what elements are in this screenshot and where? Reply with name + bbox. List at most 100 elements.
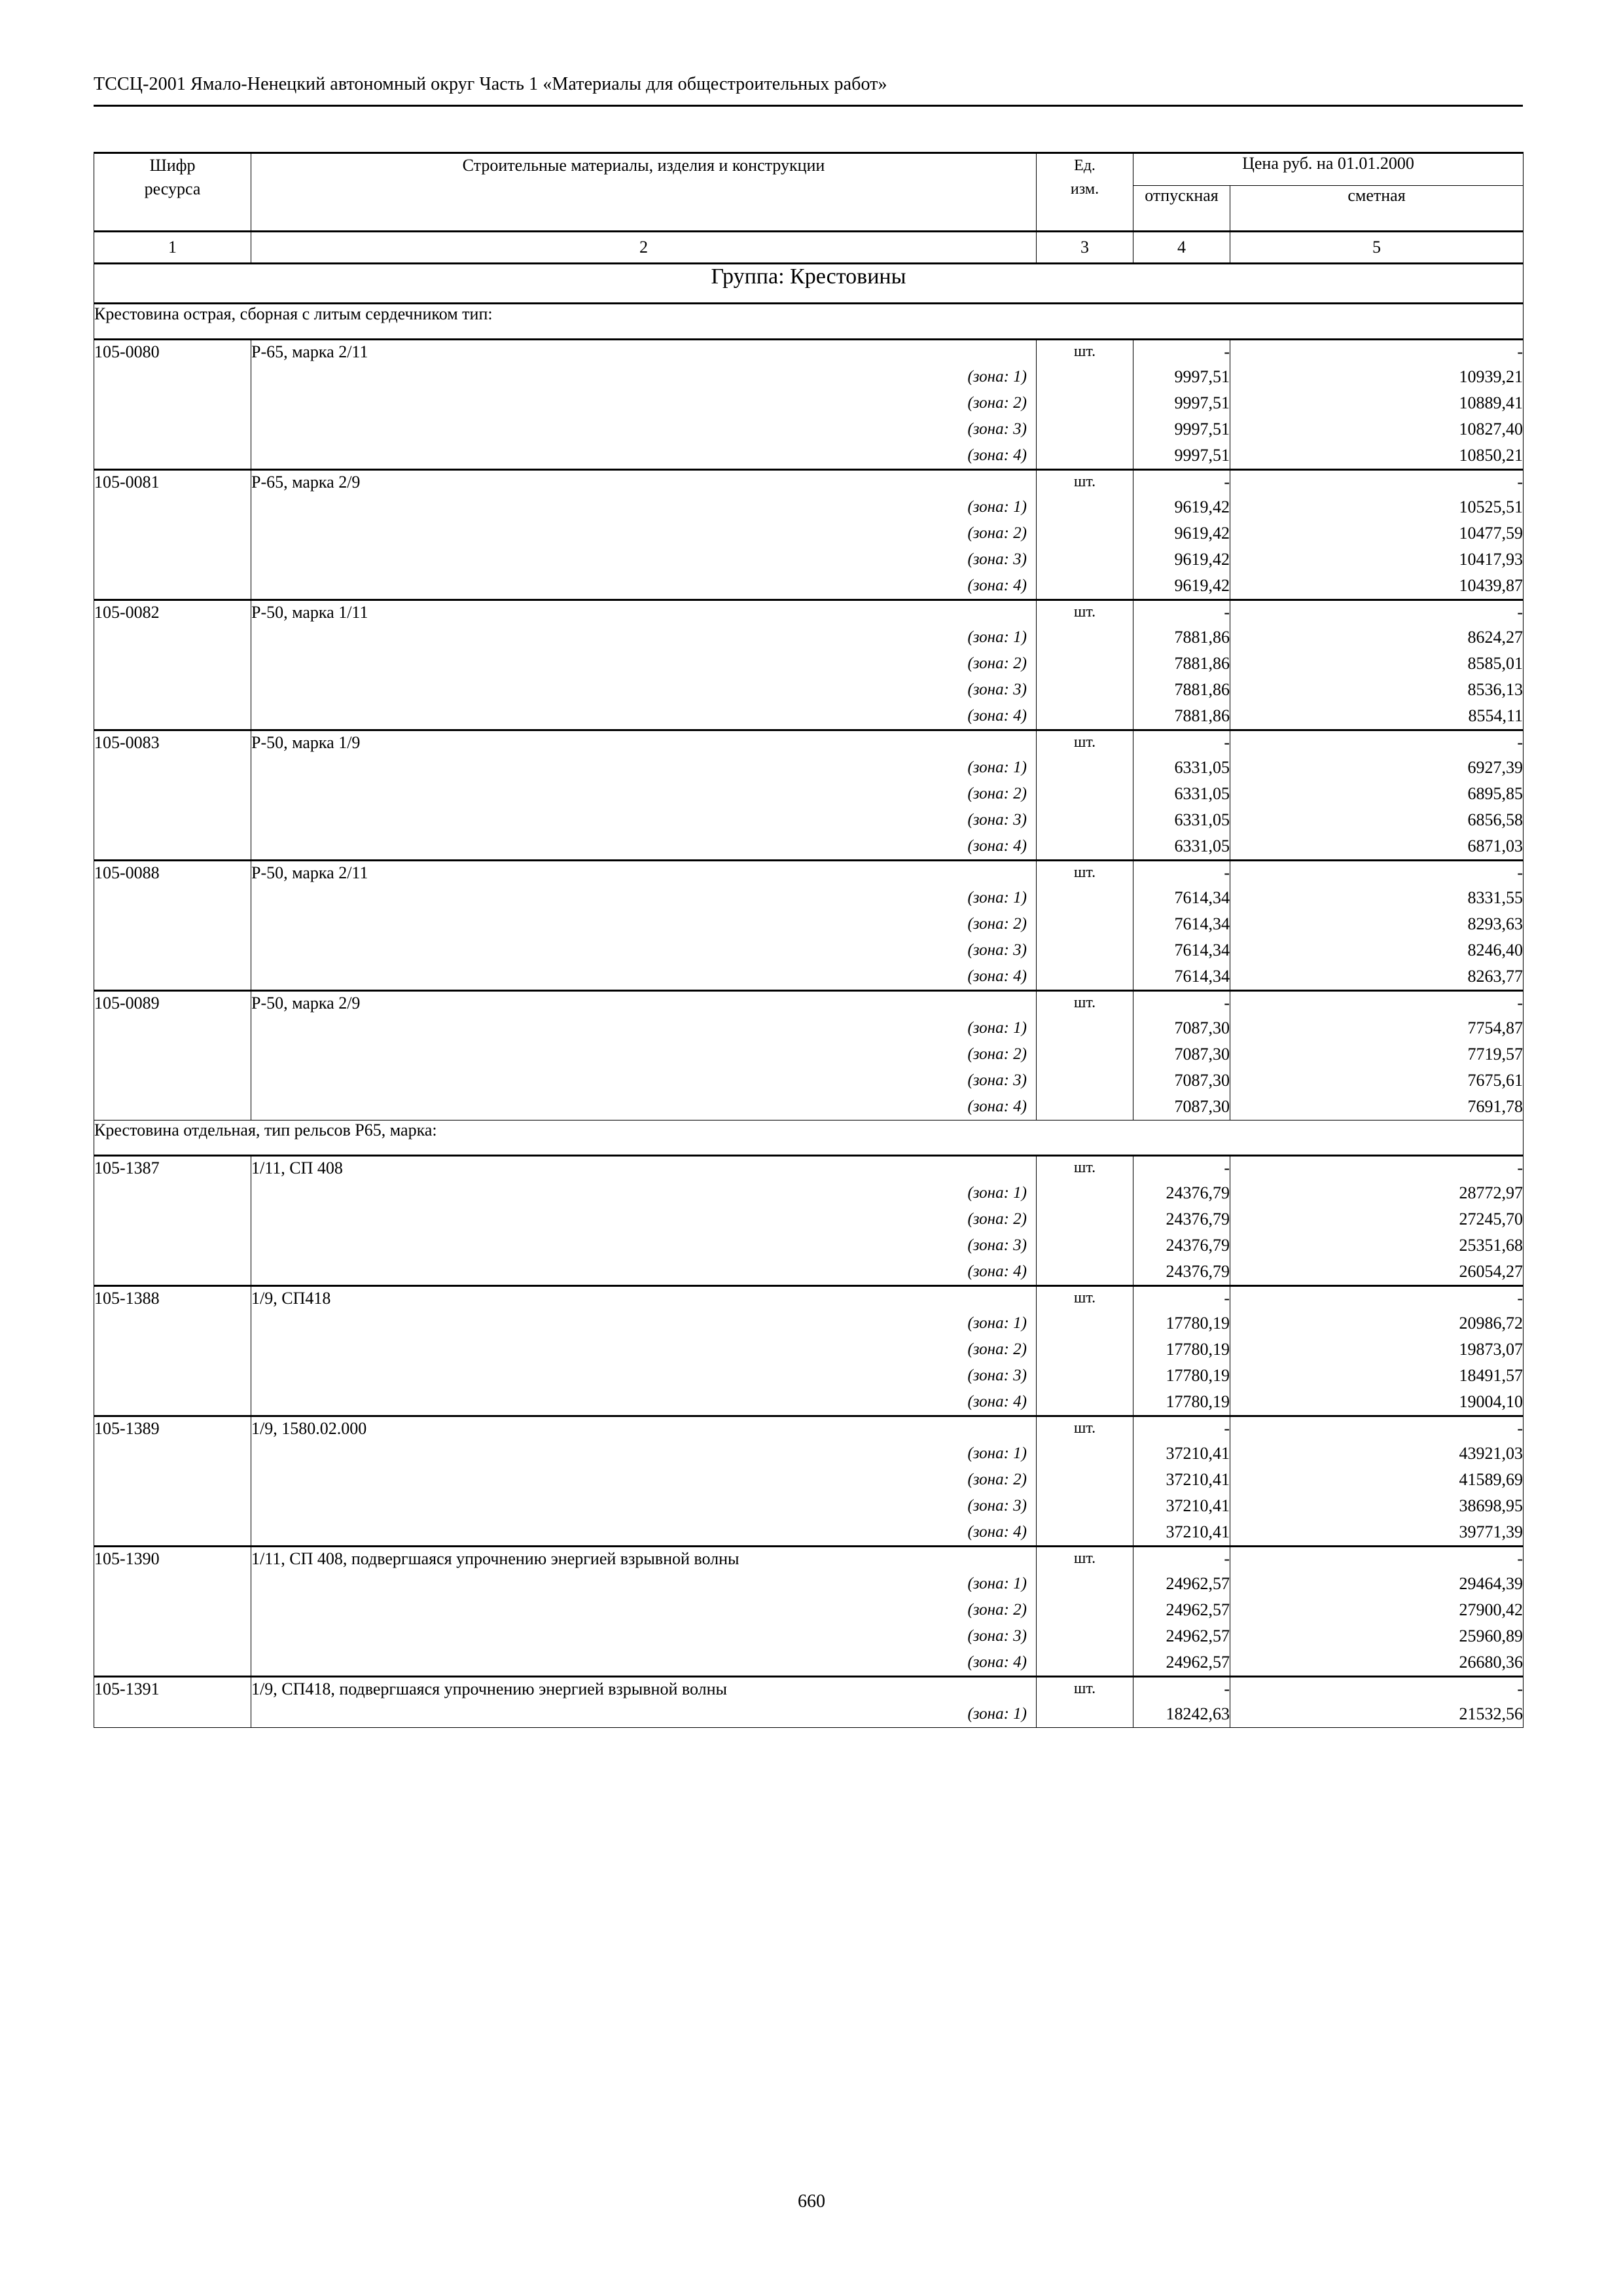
otpusknaya-value: 9997,51 [1174,446,1230,465]
otpusknaya-value: 7614,34 [1174,941,1230,960]
column-number-3: 3 [1036,230,1133,264]
smetnaya-cell: - 8624,27 8585,01 8536,13 8554,11 [1230,599,1524,730]
table-row: 105-1387 1/11, СП 408 (зона: 1) (зона: 2) (з… [94,1155,1524,1286]
zone-label: (зона: 2) [967,524,1027,542]
material-name-cell: Р-65, марка 2/11 (зона: 1) (зона: 2) (зона:… [251,338,1037,470]
header-cell-code: Шифр ресурса [94,152,251,232]
smetnaya-value: 8331,55 [1467,888,1524,907]
zone-label: (зона: 1) [967,1575,1027,1592]
table-row: 105-0081 Р-65, марка 2/9 (зона: 1) (зона: 2… [94,469,1524,600]
table-row: 105-0083 Р-50, марка 1/9 (зона: 1) (зона: 2… [94,729,1524,861]
otpusknaya-cell: - 7614,34 7614,34 7614,34 7614,34 [1133,859,1230,991]
header-cell-smetnaya: сметная [1230,185,1524,232]
smetnaya-value: 8536,13 [1467,680,1524,699]
unit-of-measure: шт. [1036,1415,1133,1547]
zone-label: (зона: 3) [967,811,1027,829]
smetnaya-list: 43921,03 41589,69 38698,95 39771,39 [1230,1441,1524,1545]
material-name-cell: 1/9, СП418 (зона: 1) (зона: 2) (зона: 3) (зо… [251,1285,1037,1416]
price-dash: - [1517,863,1523,882]
header-cell-unit: Ед. изм. [1036,152,1133,232]
price-dash: - [1517,994,1523,1013]
price-dash: - [1517,603,1523,622]
otpusknaya-cell: - 24962,57 24962,57 24962,57 24962,57 [1133,1545,1230,1677]
otpusknaya-value: 7087,30 [1174,1045,1230,1064]
unit-of-measure: шт. [1036,1676,1133,1728]
zone-label: (зона: 2) [967,915,1027,933]
smetnaya-list: 7754,87 7719,57 7675,61 7691,78 [1230,1015,1524,1120]
zone-label: (зона: 1) [967,889,1027,906]
column-number-4: 4 [1133,230,1230,264]
smetnaya-list: 10525,51 10477,59 10417,93 10439,87 [1230,494,1524,599]
otpusknaya-value: 7614,34 [1174,914,1230,933]
smetnaya-value: 6871,03 [1467,836,1524,855]
material-name-cell: 1/11, СП 408 (зона: 1) (зона: 2) (зона: 3)(… [251,1155,1037,1286]
otpusknaya-value: 17780,19 [1166,1314,1230,1333]
otpusknaya-value: 9619,42 [1174,524,1230,543]
smetnaya-value: 10827,40 [1459,420,1524,439]
zone-label: (зона: 4) [967,707,1027,725]
otpusknaya-cell: - 9997,51 9997,51 9997,51 9997,51 [1133,338,1230,470]
smetnaya-cell: - 20986,72 19873,07 18491,57 19004,10 [1230,1285,1524,1416]
otpusknaya-list: 37210,41 37210,41 37210,41 37210,41 [1133,1441,1230,1545]
unit-of-measure: шт. [1036,1285,1133,1416]
material-name: Р-65, марка 2/9 [251,473,361,492]
material-name: Р-50, марка 1/11 [251,603,368,622]
otpusknaya-value: 6331,05 [1174,784,1230,803]
subheading-text: Крестовина острая, сборная с литым серде… [94,303,1524,340]
zone-label-list: (зона: 1) (зона: 2) (зона: 3) (зона: 4) [251,1180,1036,1285]
group-title: Группа: Крестовины [94,262,1524,304]
zone-label-list: (зона: 1) (зона: 2) (зона: 3) (зона: 4) [251,364,1036,469]
zone-label-list: (зона: 1) [251,1701,1036,1727]
otpusknaya-value: 6331,05 [1174,810,1230,829]
smetnaya-value: 21532,56 [1459,1704,1524,1723]
zone-label-list: (зона: 1) (зона: 2) (зона: 3) (зона: 4) [251,1441,1036,1545]
otpusknaya-list: 18242,63 [1133,1701,1230,1727]
smetnaya-cell: - 29464,39 27900,42 25960,89 26680,36 [1230,1545,1524,1677]
resource-code: 105-1390 [94,1545,251,1677]
zone-label: (зона: 1) [967,1184,1027,1202]
resource-code: 105-1391 [94,1676,251,1728]
otpusknaya-value: 7614,34 [1174,967,1230,986]
otpusknaya-list: 9997,51 9997,51 9997,51 9997,51 [1133,364,1230,469]
smetnaya-cell: - 6927,39 6895,85 6856,58 6871,03 [1230,729,1524,861]
zone-label: (зона: 2) [967,1601,1027,1619]
otpusknaya-cell: - 18242,63 [1133,1676,1230,1728]
zone-label: (зона: 2) [967,1471,1027,1488]
smetnaya-list: 21532,56 [1230,1701,1524,1727]
otpusknaya-cell: - 24376,79 24376,79 24376,79 24376,79 [1133,1155,1230,1286]
otpusknaya-value: 9997,51 [1174,393,1230,412]
otpusknaya-list: 7614,34 7614,34 7614,34 7614,34 [1133,885,1230,990]
price-dash: - [1224,1679,1230,1698]
price-dash: - [1224,342,1230,361]
resource-code: 105-0083 [94,729,251,861]
group-title-row: Группа: Крестовины [94,262,1524,304]
otpusknaya-value: 17780,19 [1166,1340,1230,1359]
otpusknaya-cell: - 7087,30 7087,30 7087,30 7087,30 [1133,990,1230,1121]
otpusknaya-value: 9997,51 [1174,367,1230,386]
otpusknaya-value: 7881,86 [1174,628,1230,647]
material-name: Р-50, марка 1/9 [251,733,361,752]
otpusknaya-value: 9619,42 [1174,576,1230,595]
resource-code: 105-0082 [94,599,251,730]
material-name: 1/11, СП 408 [251,1158,343,1177]
otpusknaya-list: 24962,57 24962,57 24962,57 24962,57 [1133,1571,1230,1676]
unit-of-measure: шт. [1036,1155,1133,1286]
otpusknaya-value: 37210,41 [1166,1522,1230,1541]
price-dash: - [1224,603,1230,622]
price-dash: - [1517,1549,1523,1568]
smetnaya-value: 28772,97 [1459,1183,1524,1202]
smetnaya-cell: - 21532,56 [1230,1676,1524,1728]
zone-label: (зона: 4) [967,446,1027,464]
smetnaya-value: 10889,41 [1459,393,1524,412]
otpusknaya-value: 24376,79 [1166,1262,1230,1281]
smetnaya-cell: - 10525,51 10477,59 10417,93 10439,87 [1230,469,1524,600]
table-header-subrow: отпускная сметная [94,185,1524,232]
otpusknaya-value: 7087,30 [1174,1018,1230,1037]
smetnaya-value: 8246,40 [1467,941,1524,960]
zone-label: (зона: 1) [967,628,1027,646]
unit-of-measure: шт. [1036,729,1133,861]
smetnaya-value: 19004,10 [1459,1392,1524,1411]
zone-label: (зона: 1) [967,759,1027,776]
header-cell-material: Строительные материалы, изделия и констр… [251,152,1037,232]
